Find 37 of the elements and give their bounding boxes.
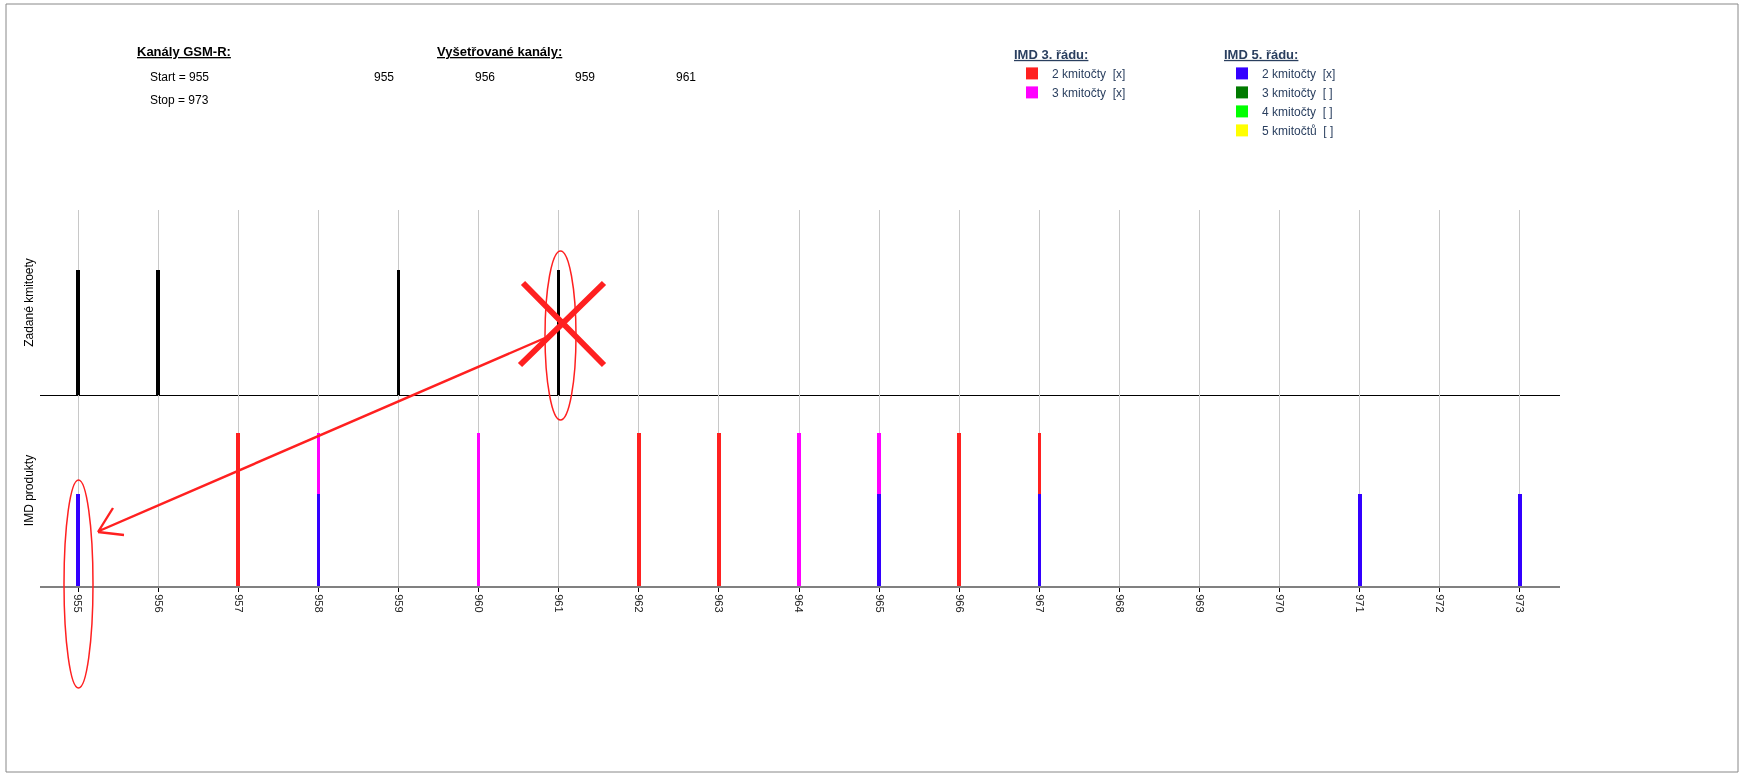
text: IMD 3. řádu: bbox=[1014, 46, 1089, 62]
x-tick-label: 973 bbox=[1514, 594, 1527, 613]
text: 956 bbox=[475, 70, 496, 84]
x-tick-label: 960 bbox=[473, 594, 485, 613]
text: 961 bbox=[676, 70, 697, 84]
text: 955 bbox=[374, 70, 395, 84]
x-tick-label: 961 bbox=[553, 594, 566, 613]
x-tick-label: 967 bbox=[1033, 594, 1046, 613]
text: Vyšetřované kanály: bbox=[437, 44, 563, 59]
legend-label: 3 kmitočty [x] bbox=[1052, 86, 1126, 101]
y-axis-title: IMD produkty bbox=[22, 454, 37, 527]
legend-label: 3 kmitočty [ ] bbox=[1262, 86, 1333, 101]
x-tick-label: 970 bbox=[1274, 594, 1287, 613]
x-tick-label: 968 bbox=[1113, 594, 1126, 613]
legend-label: 5 kmitočtů [ ] bbox=[1262, 124, 1334, 139]
x-tick-label: 959 bbox=[392, 594, 405, 613]
y-axis-title: Zadané kmitoety bbox=[22, 258, 37, 347]
x-tick-label: 963 bbox=[713, 594, 726, 613]
x-tick-label: 956 bbox=[152, 594, 165, 613]
x-tick-label: 962 bbox=[633, 594, 646, 613]
text: IMD 5. řádu: bbox=[1224, 46, 1299, 62]
legend-label: 4 kmitočty [ ] bbox=[1262, 105, 1333, 120]
text: 959 bbox=[575, 70, 596, 84]
x-tick-label: 969 bbox=[1193, 594, 1206, 613]
legend-label: 2 kmitočty [x] bbox=[1052, 67, 1126, 82]
legend-label: 2 kmitočty [x] bbox=[1262, 67, 1336, 82]
x-tick-label: 971 bbox=[1354, 594, 1367, 613]
x-tick-label: 966 bbox=[953, 594, 966, 613]
x-tick-label: 965 bbox=[873, 594, 886, 613]
x-tick-label: 957 bbox=[232, 594, 245, 613]
x-tick-label: 964 bbox=[793, 594, 806, 613]
text: Start = 955 bbox=[150, 70, 210, 84]
text: Kanály GSM-R: bbox=[137, 44, 231, 59]
x-tick-label: 972 bbox=[1434, 594, 1447, 613]
x-tick-label: 955 bbox=[72, 594, 85, 613]
text: Stop = 973 bbox=[150, 93, 209, 107]
x-tick-label: 958 bbox=[312, 594, 325, 613]
